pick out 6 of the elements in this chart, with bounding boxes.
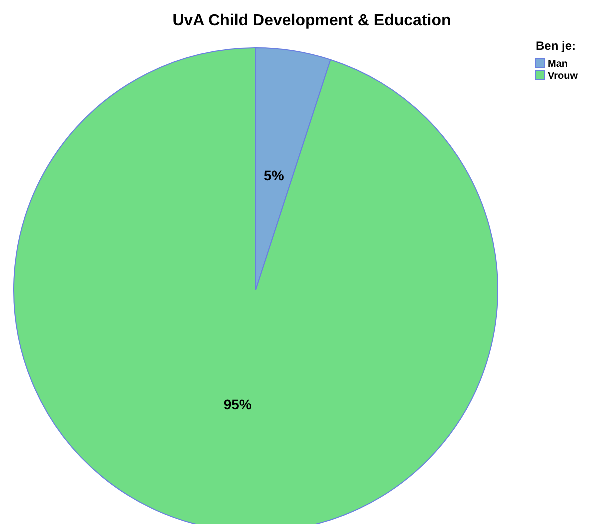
chart-title: UvA Child Development & Education xyxy=(172,12,452,30)
legend-label: Man xyxy=(548,59,568,70)
legend-label: Vrouw xyxy=(548,71,578,82)
data-label: 5% xyxy=(264,167,285,184)
data-label: 95% xyxy=(224,396,252,413)
legend-title: Ben je: xyxy=(536,39,576,53)
